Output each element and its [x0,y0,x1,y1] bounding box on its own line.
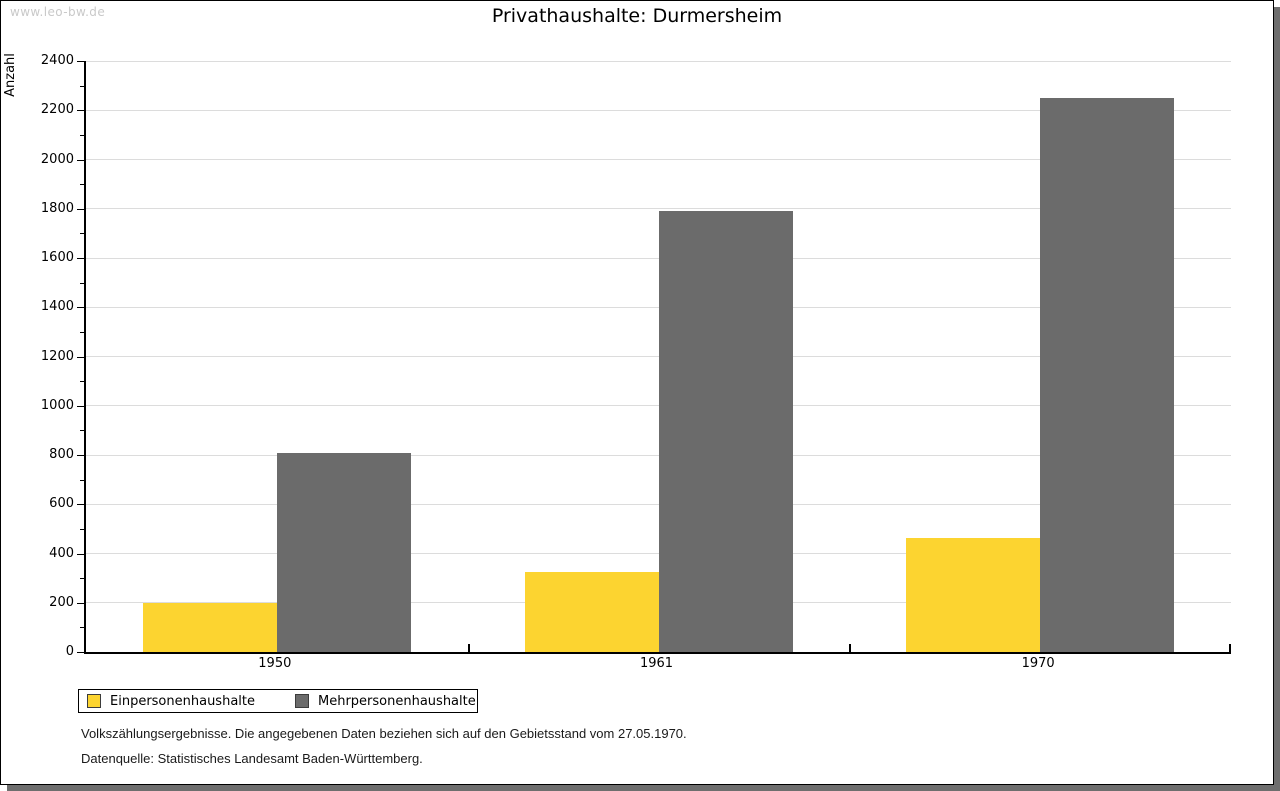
y-minor-tick [80,528,84,530]
y-tick-label: 0 [65,644,74,659]
y-tick-label: 200 [49,594,74,610]
x-boundary-tick [849,644,852,652]
y-minor-tick [80,430,84,432]
y-minor-tick [80,134,84,136]
y-axis-label: Anzahl [3,53,18,97]
y-minor-tick [80,627,84,629]
y-major-tick [77,356,84,358]
bar-mehrpersonenhaushalte-1970 [1040,97,1175,652]
y-tick-label: 1600 [40,250,74,265]
y-major-tick [77,110,84,112]
y-minor-tick [80,331,84,333]
y-minor-tick [80,233,84,235]
y-major-tick [77,553,84,555]
chart-title: Privathaushalte: Durmersheim [491,5,783,27]
footnote-line-1: Volkszählungsergebnisse. Die angegebenen… [81,726,687,741]
bar-mehrpersonenhaushalte-1950 [276,452,411,652]
bar-einpersonenhaushalte-1950 [142,602,277,652]
x-boundary-tick [1229,644,1231,652]
y-tick-label: 1800 [40,200,74,216]
y-major-tick [77,652,84,653]
gridline-2200 [86,109,1231,111]
legend-swatch-einpersonenhaushalte [87,694,101,708]
y-tick-label: 2400 [40,53,74,68]
bar-mehrpersonenhaushalte-1961 [658,211,793,652]
watermark: www.leo-bw.de [10,5,106,19]
drop-shadow-bottom [7,785,1280,791]
bar-einpersonenhaushalte-1961 [524,571,659,652]
y-minor-tick [80,578,84,580]
y-tick-label: 2200 [40,102,74,118]
drop-shadow-right [1274,7,1280,791]
y-tick-label: 1400 [40,299,74,315]
y-major-tick [77,61,84,62]
legend-item-einpersonenhaushalte: Einpersonenhaushalte [87,694,255,709]
y-major-tick [77,504,84,506]
legend-label: Einpersonenhaushalte [110,693,255,709]
y-tick-label: 600 [49,496,74,512]
y-minor-tick [80,479,84,481]
gridline-2400 [86,60,1231,62]
y-major-tick [77,159,84,161]
x-tick-label-1950: 1950 [258,656,292,671]
footnote-line-2: Datenquelle: Statistisches Landesamt Bad… [81,751,423,766]
legend-item-mehrpersonenhaushalte: Mehrpersonenhaushalte [295,694,476,709]
y-minor-tick [80,85,84,87]
y-major-tick [77,602,84,604]
y-tick-label: 1200 [40,348,74,364]
y-tick-label: 400 [49,545,74,561]
gridline-2000 [86,159,1231,160]
y-major-tick [77,455,84,456]
gridline-1800 [86,208,1231,210]
legend-label: Mehrpersonenhaushalte [318,693,476,709]
y-tick-label: 800 [49,447,74,462]
x-tick-label-1961: 1961 [639,656,674,671]
y-major-tick [77,307,84,309]
y-major-tick [77,405,84,407]
x-boundary-tick [467,644,470,652]
y-tick-label: 2000 [40,151,74,167]
y-minor-tick [80,381,84,383]
y-tick-label: 1000 [40,397,74,413]
bar-einpersonenhaushalte-1970 [906,537,1041,652]
x-tick-label-1970: 1970 [1021,656,1055,671]
plot-area [84,60,1231,654]
y-major-tick [77,258,84,259]
legend-swatch-mehrpersonenhaushalte [295,694,309,708]
y-minor-tick [80,184,84,186]
y-major-tick [77,208,84,210]
y-minor-tick [80,282,84,284]
legend: Einpersonenhaushalte Mehrpersonenhaushalt… [78,689,478,713]
